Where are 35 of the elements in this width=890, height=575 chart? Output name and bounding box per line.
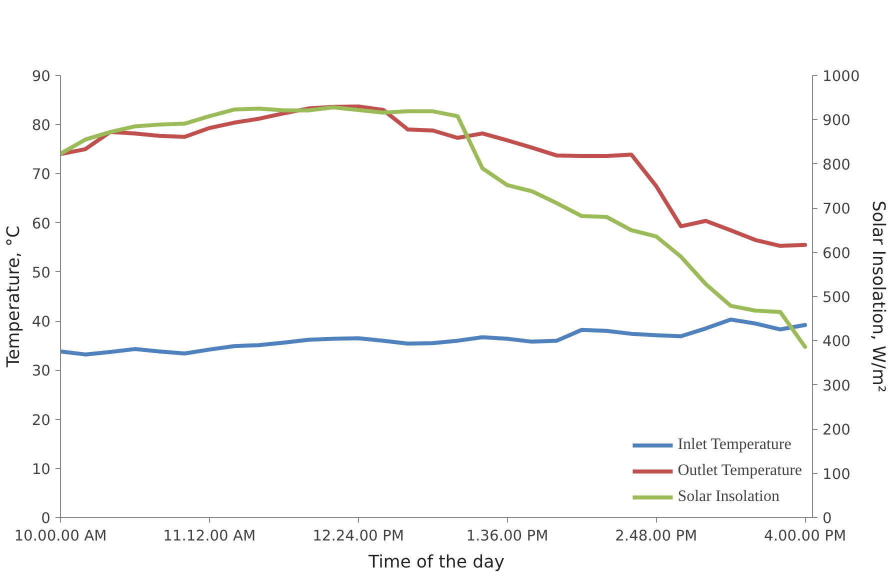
y-tick-label: 80	[32, 117, 51, 134]
legend-label: Solar Insolation	[678, 488, 780, 506]
x-tick-label: 12.24.00 PM	[312, 528, 404, 544]
y2-tick-label: 900	[822, 112, 850, 130]
y2-axis-title: Solar Insolation, W/m²	[868, 200, 888, 392]
y2-tick-label: 200	[822, 422, 850, 439]
y-tick-label: 60	[32, 215, 51, 232]
y-axis-title: Temperature, °C	[4, 226, 24, 368]
y2-tick-label: 100	[822, 466, 850, 483]
x-tick-label: 2.48.00 PM	[615, 528, 698, 544]
legend-label: Outlet Temperature	[678, 462, 802, 480]
y-tick-label: 10	[32, 460, 51, 478]
y2-tick-label: 800	[822, 156, 850, 174]
line-series	[60, 318, 808, 356]
y2-tick-label: 700	[822, 200, 850, 218]
y-tick-label: 90	[32, 68, 51, 85]
y-tick-label: 20	[32, 412, 51, 429]
x-tick-label: 4.00.00 PM	[764, 528, 846, 544]
x-tick-label: 11.12.00 AM	[163, 528, 256, 544]
y2-tick-label: 300	[822, 377, 850, 394]
y-tick-label: 30	[32, 362, 51, 380]
y-tick-label: 40	[32, 314, 51, 331]
line-series	[60, 105, 808, 349]
y2-tick-label: 1000	[822, 68, 860, 85]
y-tick-label: 70	[32, 166, 51, 184]
legend-label: Inlet Temperature	[678, 436, 792, 454]
y-tick-label: 0	[41, 510, 51, 527]
y2-tick-label: 0	[822, 510, 832, 527]
y2-tick-label: 500	[822, 289, 850, 306]
x-tick-label: 1.36.00 PM	[466, 528, 548, 544]
x-axis-title: Time of the day	[368, 552, 504, 572]
y2-tick-label: 600	[822, 244, 850, 262]
y2-tick-label: 400	[822, 333, 850, 350]
x-tick-label: 10.00.00 AM	[14, 528, 107, 544]
y-tick-label: 50	[32, 264, 51, 282]
